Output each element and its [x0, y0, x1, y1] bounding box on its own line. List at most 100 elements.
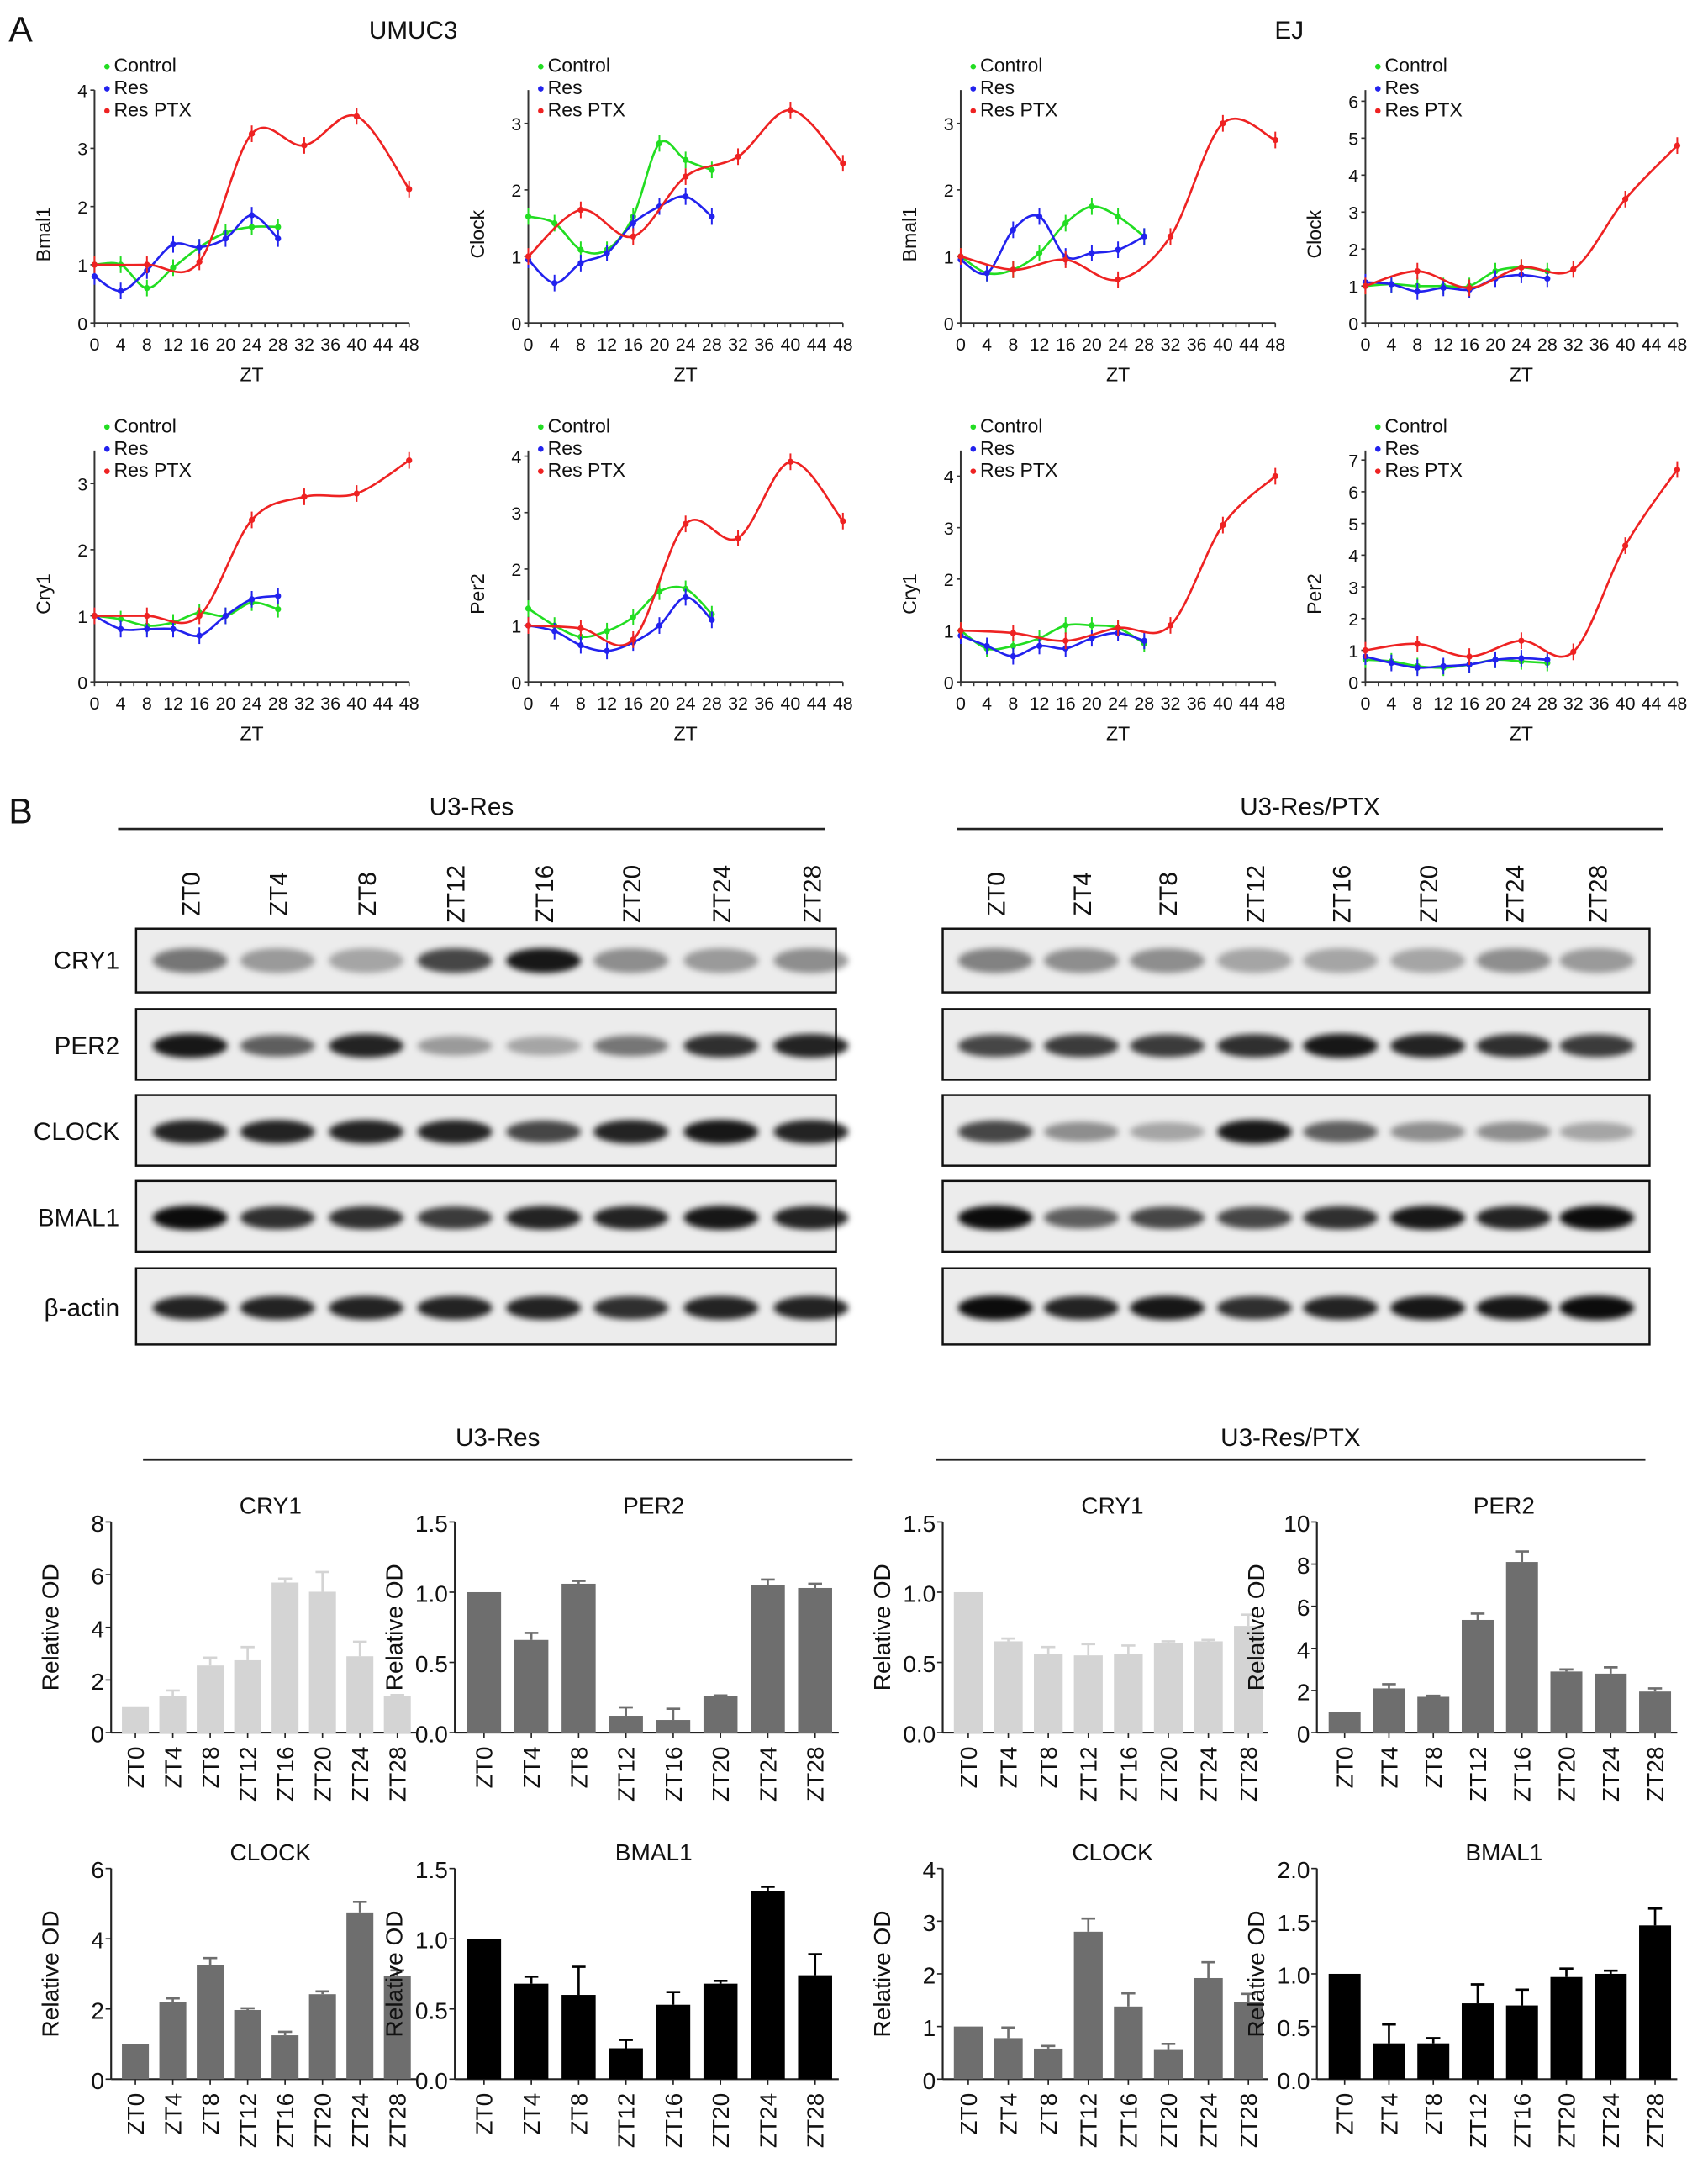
western-blots: U3-Res ZT0 ZT4 ZT8 ZT12 ZT16 ZT20 ZT24 ZT28 CRY1 P…: [34, 794, 1663, 1346]
y-tick-label: 6: [1348, 483, 1358, 503]
lane-label: ZT12: [443, 865, 471, 923]
data-point: [170, 241, 177, 248]
legend-marker: [1374, 424, 1381, 430]
protein-band: [1043, 1295, 1119, 1320]
data-point: [248, 516, 256, 524]
y-axis-label: Relative OD: [381, 1910, 407, 2037]
data-point: [1518, 264, 1525, 271]
legend-marker: [970, 86, 977, 92]
data-point: [353, 490, 360, 497]
series-line-res-ptx: [1365, 468, 1679, 658]
legend-label: Control: [548, 55, 610, 77]
y-tick-label: 0.5: [415, 1651, 448, 1677]
data-point: [656, 622, 663, 629]
legend-marker: [970, 424, 977, 430]
data-point: [551, 219, 558, 227]
y-tick-label: 1: [1348, 277, 1358, 297]
data-point: [196, 612, 203, 620]
x-tick-label: ZT20: [1156, 2093, 1182, 2148]
x-tick-label: ZT16: [661, 1747, 687, 1802]
legend-label: Res PTX: [548, 99, 625, 121]
protein-band: [1043, 1121, 1119, 1142]
bar: [994, 2038, 1023, 2080]
data-point: [1440, 284, 1447, 292]
x-tick-label: 16: [189, 335, 209, 355]
y-axis-label: Relative OD: [869, 1910, 895, 2037]
x-tick-label: ZT24: [1195, 2093, 1221, 2148]
line-chart-ej-per2: 0 4 8 12 16 20 24 28 32 36 40 44 4801234567ZTPer2Con…: [1304, 414, 1688, 744]
bar-chart-cry1: 0.0 0.5 1.0 1.5 CRY1 Relative OD ZT0 ZT4 ZT8 ZT12…: [869, 1493, 1269, 1802]
x-tick-label: 24: [1511, 335, 1531, 355]
data-point: [577, 260, 584, 266]
data-point: [551, 280, 558, 287]
x-tick-label: 44: [807, 694, 827, 714]
x-tick-label: 36: [1589, 694, 1610, 714]
legend-marker: [1374, 446, 1381, 452]
y-tick-label: 6: [91, 1564, 104, 1590]
x-tick-label: ZT24: [347, 1747, 373, 1802]
data-point: [1089, 203, 1095, 210]
data-point: [1089, 635, 1095, 641]
protein-band: [329, 1033, 404, 1058]
line-chart-umuc3-cry1: 0 4 8 12 16 20 24 28 32 36 40 44 480123ZTCry1Control…: [33, 414, 419, 744]
y-tick-label: 3: [511, 114, 521, 135]
legend-label: Control: [1385, 55, 1447, 77]
y-tick-label: 0: [91, 2068, 104, 2094]
x-tick-label: ZT28: [1236, 2093, 1262, 2148]
x-tick-label: 12: [1030, 335, 1050, 355]
x-tick-label: 40: [781, 694, 801, 714]
x-tick-label: ZT28: [385, 2093, 411, 2148]
x-tick-label: 8: [1412, 335, 1422, 355]
bar: [514, 1639, 549, 1733]
protein-band: [593, 1295, 669, 1320]
legend-marker: [103, 446, 110, 452]
bar: [159, 2002, 187, 2080]
data-point: [1414, 641, 1421, 647]
bar-chart-cry1: 0 2 4 6 8 CRY1 Relative OD ZT0 ZT4 ZT8 ZT12 ZT16 ZT2…: [38, 1493, 416, 1802]
bar: [346, 1912, 374, 2080]
lane-label: ZT8: [354, 872, 382, 916]
data-point: [1466, 284, 1473, 292]
x-tick-label: ZT4: [519, 1747, 545, 1789]
x-tick-label: 44: [807, 335, 827, 355]
lane-label: ZT0: [983, 872, 1011, 916]
y-axis-label: Clock: [467, 209, 488, 258]
protein-band: [1476, 1206, 1552, 1230]
data-point: [735, 153, 741, 160]
x-tick-label: ZT4: [995, 2093, 1021, 2135]
bar: [561, 1995, 596, 2080]
bar: [1417, 1696, 1450, 1733]
data-point: [525, 605, 532, 612]
protein-band: [329, 1206, 404, 1230]
y-tick-label: 3: [944, 114, 954, 135]
protein-band: [593, 947, 669, 973]
bar: [609, 2048, 643, 2080]
legend-label: Res: [114, 437, 149, 459]
data-point: [1167, 622, 1174, 629]
protein-band: [1217, 1206, 1293, 1229]
blot-group-title: U3-Res: [430, 794, 514, 821]
bar: [271, 2035, 299, 2080]
protein-band: [593, 1035, 669, 1057]
y-tick-label: 4: [1348, 166, 1358, 187]
lane-label: ZT20: [619, 865, 646, 923]
y-tick-label: 5: [1348, 514, 1358, 535]
data-point: [1570, 648, 1577, 656]
x-tick-label: 20: [215, 694, 235, 714]
bar: [1234, 1626, 1263, 1733]
bar: [1550, 1976, 1583, 2080]
protein-band: [1559, 1295, 1635, 1321]
protein-band: [417, 1295, 493, 1320]
x-tick-label: 36: [320, 694, 340, 714]
x-axis-label: ZT: [674, 722, 698, 744]
data-point: [1115, 277, 1121, 283]
y-tick-label: 0.0: [415, 1722, 448, 1748]
bar: [1373, 2043, 1405, 2080]
data-point: [301, 493, 308, 500]
bar: [383, 1976, 411, 2080]
protein-band: [1217, 1034, 1293, 1058]
x-tick-label: ZT8: [1036, 2093, 1062, 2135]
x-tick-label: ZT0: [123, 1747, 149, 1789]
x-tick-label: 24: [242, 694, 262, 714]
y-tick-label: 1.0: [1278, 1963, 1310, 1989]
